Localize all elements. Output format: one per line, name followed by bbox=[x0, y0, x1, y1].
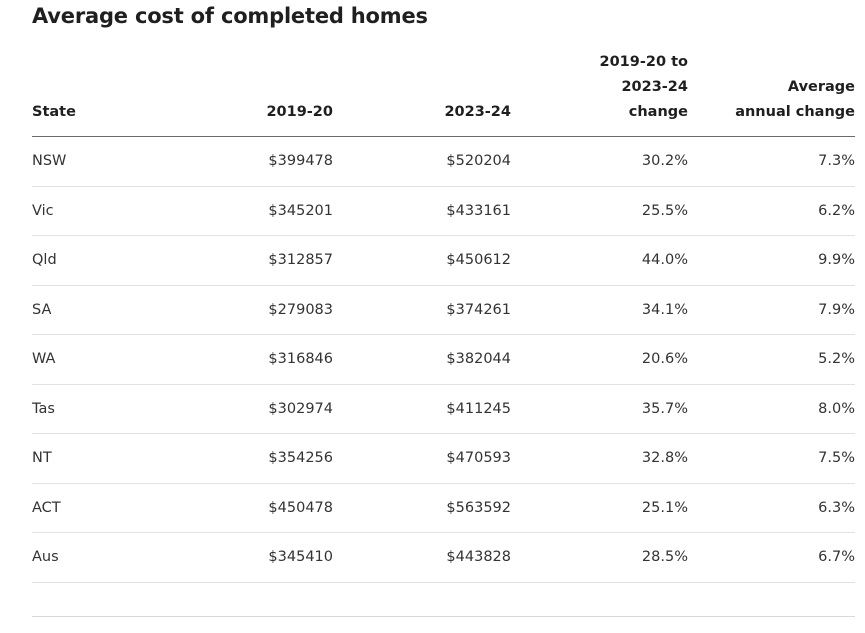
cell-cost-2023-24: $374261 bbox=[333, 285, 511, 335]
cell-change: 44.0% bbox=[511, 235, 688, 286]
header-change: 2019-20 to 2023-24 change bbox=[511, 50, 688, 137]
table-row: Qld $312857 $450612 44.0% 9.9% bbox=[32, 235, 855, 286]
cell-annual-change: 5.2% bbox=[688, 334, 855, 385]
cell-change: 34.1% bbox=[511, 285, 688, 335]
cell-annual-change: 6.2% bbox=[688, 186, 855, 236]
header-row: State 2019-20 2023-24 2019-20 to 2023-24 chan… bbox=[32, 50, 855, 137]
cell-change: 35.7% bbox=[511, 384, 688, 434]
cell-state: SA bbox=[32, 285, 162, 335]
cell-cost-2023-24: $433161 bbox=[333, 186, 511, 236]
header-state: State bbox=[32, 50, 162, 137]
cell-change: 25.1% bbox=[511, 483, 688, 533]
table-row: Aus $345410 $443828 28.5% 6.7% bbox=[32, 532, 855, 583]
table-row: Vic $345201 $433161 25.5% 6.2% bbox=[32, 186, 855, 236]
cell-cost-2023-24: $470593 bbox=[333, 433, 511, 484]
table-body: NSW $399478 $520204 30.2% 7.3% Vic $345201 $433… bbox=[32, 136, 855, 583]
cell-state: ACT bbox=[32, 483, 162, 533]
cell-cost-2019-20: $354256 bbox=[162, 433, 333, 484]
cell-cost-2019-20: $450478 bbox=[162, 483, 333, 533]
header-2019-20: 2019-20 bbox=[162, 50, 333, 137]
cell-cost-2023-24: $563592 bbox=[333, 483, 511, 533]
cell-state: WA bbox=[32, 334, 162, 385]
cell-state: Tas bbox=[32, 384, 162, 434]
cell-annual-change: 6.7% bbox=[688, 532, 855, 583]
cell-cost-2019-20: $312857 bbox=[162, 235, 333, 286]
cell-change: 32.8% bbox=[511, 433, 688, 484]
cell-change: 30.2% bbox=[511, 136, 688, 187]
cell-cost-2019-20: $345201 bbox=[162, 186, 333, 236]
cell-cost-2023-24: $520204 bbox=[333, 136, 511, 187]
cell-cost-2023-24: $382044 bbox=[333, 334, 511, 385]
cell-annual-change: 7.3% bbox=[688, 136, 855, 187]
cell-change: 28.5% bbox=[511, 532, 688, 583]
table-row: NT $354256 $470593 32.8% 7.5% bbox=[32, 433, 855, 484]
header-annual-change: Average annual change bbox=[688, 50, 855, 137]
table-row: SA $279083 $374261 34.1% 7.9% bbox=[32, 285, 855, 335]
table-row: Tas $302974 $411245 35.7% 8.0% bbox=[32, 384, 855, 434]
table-row: ACT $450478 $563592 25.1% 6.3% bbox=[32, 483, 855, 533]
header-2023-24: 2023-24 bbox=[333, 50, 511, 137]
cell-state: NSW bbox=[32, 136, 162, 187]
cell-cost-2019-20: $279083 bbox=[162, 285, 333, 335]
cell-cost-2023-24: $450612 bbox=[333, 235, 511, 286]
cell-change: 20.6% bbox=[511, 334, 688, 385]
cell-annual-change: 7.5% bbox=[688, 433, 855, 484]
cell-cost-2019-20: $316846 bbox=[162, 334, 333, 385]
cell-annual-change: 7.9% bbox=[688, 285, 855, 335]
footer-divider bbox=[32, 616, 855, 617]
cell-change: 25.5% bbox=[511, 186, 688, 236]
cell-cost-2019-20: $302974 bbox=[162, 384, 333, 434]
cost-table: State 2019-20 2023-24 2019-20 to 2023-24 chan… bbox=[32, 50, 855, 583]
cell-state: NT bbox=[32, 433, 162, 484]
cell-annual-change: 6.3% bbox=[688, 483, 855, 533]
cell-cost-2023-24: $443828 bbox=[333, 532, 511, 583]
cell-cost-2019-20: $345410 bbox=[162, 532, 333, 583]
chart-title: Average cost of completed homes bbox=[32, 4, 428, 28]
table-row: NSW $399478 $520204 30.2% 7.3% bbox=[32, 136, 855, 187]
cell-cost-2023-24: $411245 bbox=[333, 384, 511, 434]
cell-annual-change: 8.0% bbox=[688, 384, 855, 434]
cell-state: Qld bbox=[32, 235, 162, 286]
cell-cost-2019-20: $399478 bbox=[162, 136, 333, 187]
cell-state: Aus bbox=[32, 532, 162, 583]
cell-annual-change: 9.9% bbox=[688, 235, 855, 286]
table-row: WA $316846 $382044 20.6% 5.2% bbox=[32, 334, 855, 385]
cell-state: Vic bbox=[32, 186, 162, 236]
